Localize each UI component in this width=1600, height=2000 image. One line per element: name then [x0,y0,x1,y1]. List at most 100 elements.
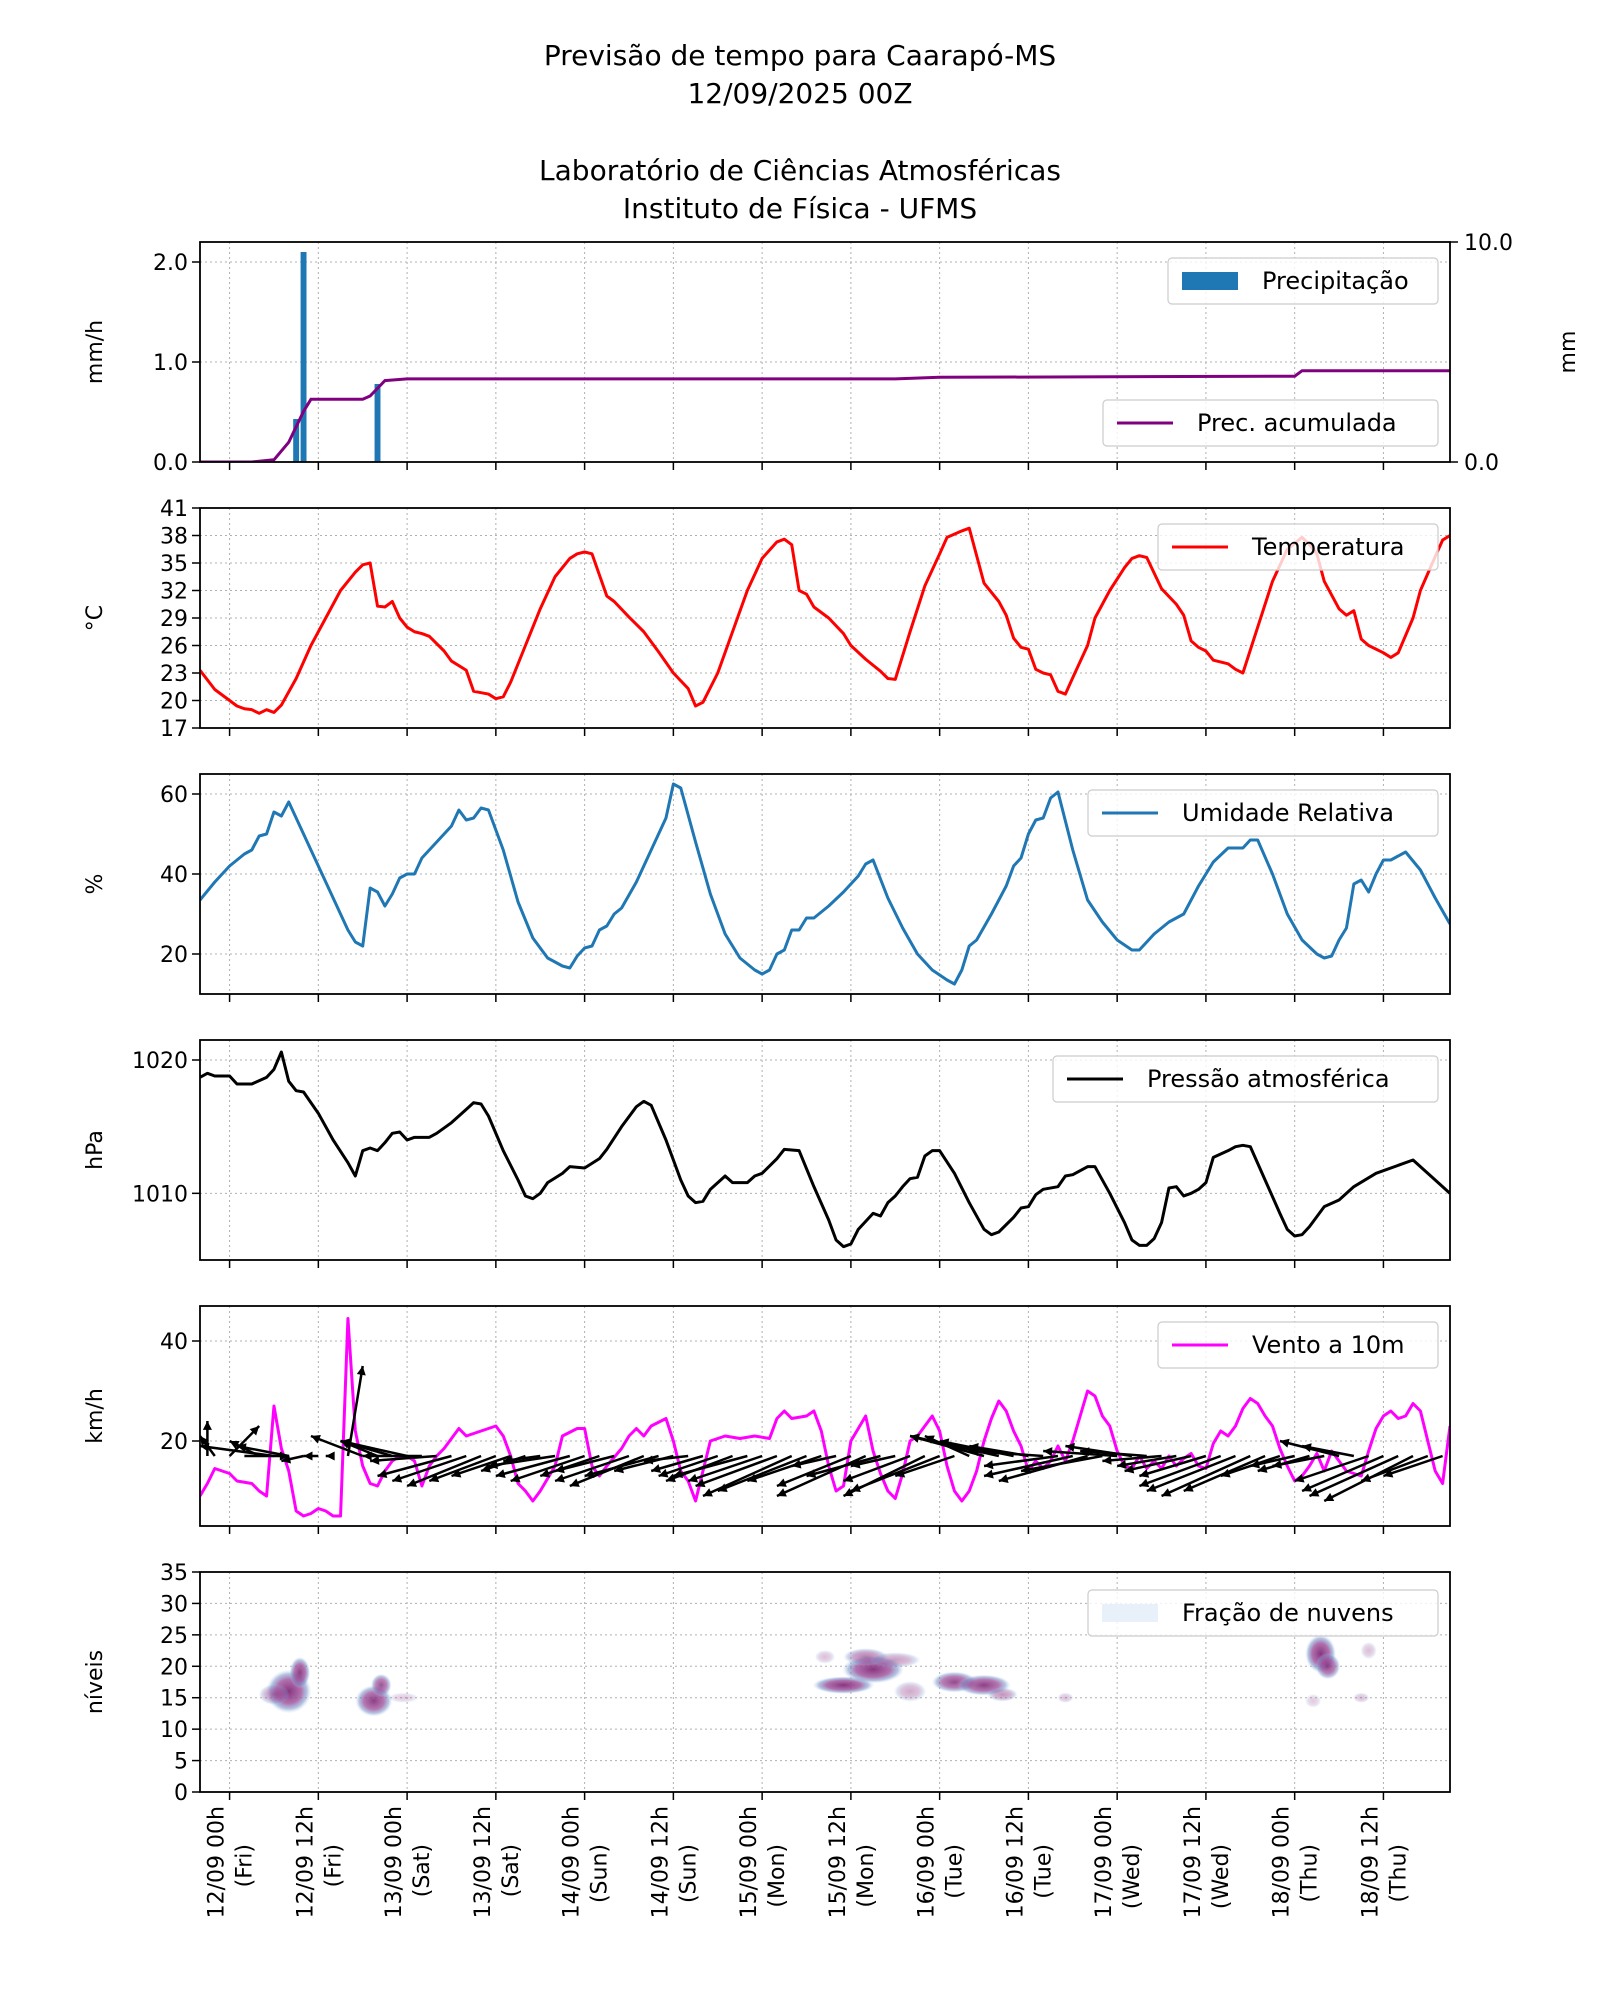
x-tick-label: 18/09 12h (Thu) [1358,1806,1411,1918]
wind-vector-head [1124,1464,1135,1474]
wind-vector-shaft [510,1454,586,1483]
y-tick-label: 23 [160,662,188,687]
y-tick-label: 1.0 [153,351,188,376]
x-tick-label-date: 14/09 12h [648,1806,673,1918]
wind-vector-head [370,1455,380,1465]
y2-tick-label: 0.0 [1464,451,1499,476]
x-tick-label-day: (Sat) [499,1844,524,1897]
wind-vector-head [555,1473,565,1483]
wind-vector-shaft [451,1454,512,1478]
cloud-fraction-blob [1360,1641,1377,1660]
x-tick-label-date: 17/09 00h [1092,1806,1117,1918]
y-tick-label: 2.0 [153,251,188,276]
x-tick-label-day: (Tue) [1031,1844,1056,1899]
wind-vector-head [791,1459,802,1469]
wind-vector-head [643,1455,654,1465]
wind-vector-head [340,1438,351,1448]
panel-clouds: 0 5 10 15 20 25 30 35 níveis Fração de nuvens [83,1561,1451,1806]
wind-vector-head [1302,1483,1313,1492]
x-tick-label-day: (Mon) [854,1844,879,1908]
wind-vector-head [1302,1443,1312,1453]
legend-precipitation: Precipitação [1167,257,1439,305]
wind-vector-head [1117,1460,1127,1469]
wind-vector-head [229,1440,240,1450]
wind-vector-head [1139,1478,1150,1488]
wind-vector-head [451,1468,462,1478]
wind-vector-head [695,1478,706,1488]
wind-vector-head [200,1436,209,1446]
y-tick-label: 0 [174,1781,188,1806]
wind-vector-head [325,1451,335,1461]
panel-frame [199,1571,1451,1793]
panel-frame [199,241,1451,463]
x-tick-label: 12/09 00h (Fri) [205,1806,258,1918]
wind-vector-shaft [1138,1454,1222,1488]
x-tick-label: 13/09 00h (Sat) [382,1806,435,1918]
plot-area-humidity [200,782,1450,986]
x-tick-label-date: 18/09 12h [1358,1806,1383,1918]
y-tick-label: 40 [160,1330,188,1355]
wind-vector-shaft [702,1454,793,1498]
wind-vector-head [510,1473,521,1483]
y-tick-label: 35 [160,1561,188,1586]
y2-axis-label: mm [1556,331,1581,374]
wind-vector-head [688,1473,699,1483]
wind-vector-shaft [1301,1454,1384,1493]
x-tick-label-day: (Thu) [1386,1844,1411,1903]
wind-vector-head [202,1421,212,1430]
chart-panels: 0.0 1.0 2.0 mm/h 0.0 10.0 mm Precipitação Prec. … [83,231,1581,1806]
x-tick-label-day: (Fri) [321,1844,346,1887]
x-tick-label: 15/09 00h (Mon) [737,1806,790,1918]
wind-vector-shaft [391,1454,467,1483]
wind-vector-shaft [1138,1454,1207,1478]
legend-box [1087,789,1439,837]
legend-box [1102,399,1439,447]
cloud-fraction-blob [986,1687,1019,1702]
wind-vector-head [939,1438,950,1448]
legend-label: Vento a 10m [1252,1331,1405,1359]
wind-vector-head [555,1464,565,1474]
x-tick-label: 13/09 12h (Sat) [471,1806,524,1918]
legend-box [1087,1589,1439,1637]
wind-vector-head [673,1469,684,1479]
x-axis-labels: 12/09 00h (Fri) 12/09 12h (Fri) 13/09 00h (Sa… [205,1806,1412,1918]
plot-area-pressure [200,1050,1450,1249]
wind-vector-shaft [843,1454,911,1483]
legend-label: Umidade Relativa [1182,799,1394,827]
x-tick-label-date: 16/09 00h [915,1806,940,1918]
wind-vector-head [1361,1473,1372,1483]
x-tick-label: 16/09 00h (Tue) [915,1806,968,1918]
wind-vector-shaft [1146,1454,1236,1493]
wind-vector-head [356,1366,366,1376]
x-tick-label: 17/09 00h (Wed) [1092,1806,1145,1918]
wind-vector-shaft [340,1439,408,1458]
wind-vector-head [1279,1438,1290,1448]
cloud-fraction-blob [258,1684,290,1706]
y-tick-label: 20 [160,1430,188,1455]
wind-vector-head [1324,1492,1335,1502]
wind-vector-head [806,1469,817,1479]
wind-vector-shaft [894,1454,955,1478]
wind-vector-head [1220,1468,1231,1478]
wind-vector-head [1294,1473,1305,1483]
wind-vector-head [495,1469,506,1479]
wind-vector-shaft [406,1454,482,1488]
wind-vector-head [392,1473,403,1483]
wind-vector-shaft [1360,1454,1429,1483]
x-tick-label: 17/09 12h (Wed) [1181,1806,1234,1918]
legend-precipitation: Prec. acumulada [1102,399,1439,447]
wind-vector-head [1250,1459,1260,1469]
legend-label: Precipitação [1262,267,1409,295]
cloud-fraction-blob [1315,1653,1341,1680]
wind-vector-head [895,1468,906,1478]
wind-vector-head [910,1433,920,1443]
figure-subtitle-line2: Instituto de Física - UFMS [623,192,977,225]
humidity-line [200,782,1450,986]
legend-humidity: Umidade Relativa [1087,789,1439,837]
wind-vector-head [1146,1483,1157,1492]
wind-vector-shaft [488,1454,556,1468]
wind-vector-head [200,1442,210,1452]
y-tick-label: 29 [160,607,188,632]
plot-area-clouds [258,1634,1377,1717]
